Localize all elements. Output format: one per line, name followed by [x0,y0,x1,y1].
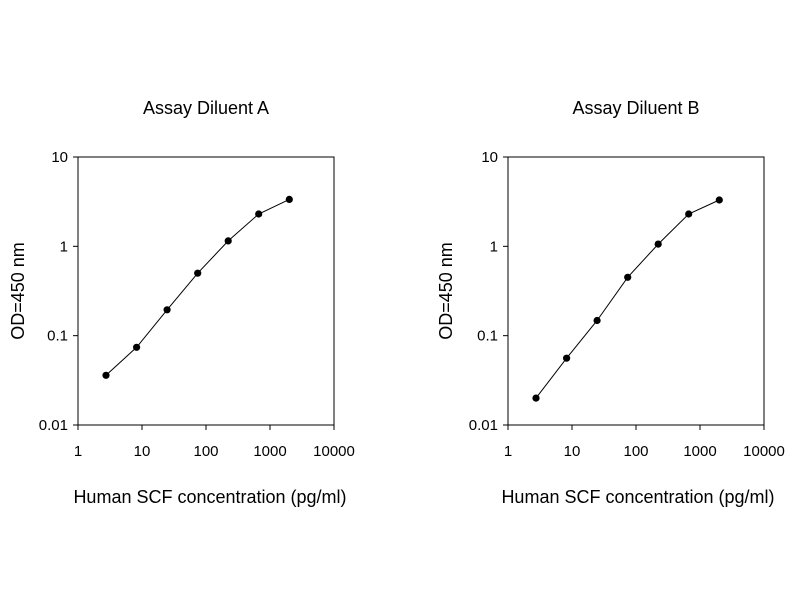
x-tick-label: 1000 [253,443,286,460]
data-point [224,237,232,245]
y-axis-label: OD=450 nm [8,242,28,340]
x-tick-label: 10 [564,443,581,460]
data-point [163,306,171,314]
y-tick-label: 1 [490,238,498,255]
data-point [593,316,601,325]
series-line [535,199,720,399]
x-tick-label: 1000 [683,443,716,460]
data-point [194,269,202,277]
chart-panel-a: Assay Diluent A OD=450 nm Human SCF conc… [8,98,355,507]
data-point [654,240,662,248]
plot-area [77,156,335,426]
data-point [285,195,293,203]
x-tick-label: 1 [74,443,82,460]
data-series [102,195,293,379]
y-tick-label: 10 [481,149,498,166]
data-point [102,371,110,379]
chart-title: Assay Diluent A [143,98,269,118]
data-point [624,273,632,281]
x-tick-label: 100 [623,443,648,460]
x-tick-label: 100 [193,443,218,460]
x-axis-label: Human SCF concentration (pg/ml) [501,487,774,507]
data-point [715,196,723,204]
chart-panel-b: Assay Diluent B OD=450 nm Human SCF conc… [436,98,785,507]
x-tick-label: 10 [134,443,151,460]
y-tick-label: 0.1 [47,328,68,345]
chart-title: Assay Diluent B [572,98,699,118]
data-point [133,343,141,351]
y-axis-label: OD=450 nm [436,242,456,340]
data-series [532,196,723,402]
data-point [532,394,540,402]
y-tick-label: 0.1 [477,328,498,345]
x-axis-label: Human SCF concentration (pg/ml) [73,487,346,507]
axis-ticks: 1 10 100 1000 10000 0.01 0.1 1 10 [39,149,355,460]
y-tick-label: 0.01 [469,417,498,434]
y-tick-label: 1 [60,238,68,255]
x-tick-label: 10000 [743,443,785,460]
y-tick-label: 0.01 [39,417,68,434]
x-tick-label: 1 [504,443,512,460]
y-tick-label: 10 [51,149,68,166]
data-point [255,210,263,218]
x-tick-label: 10000 [313,443,355,460]
data-point [563,354,571,362]
axis-ticks: 1 10 100 1000 10000 0.01 0.1 1 10 [469,149,785,460]
data-point [685,210,693,218]
